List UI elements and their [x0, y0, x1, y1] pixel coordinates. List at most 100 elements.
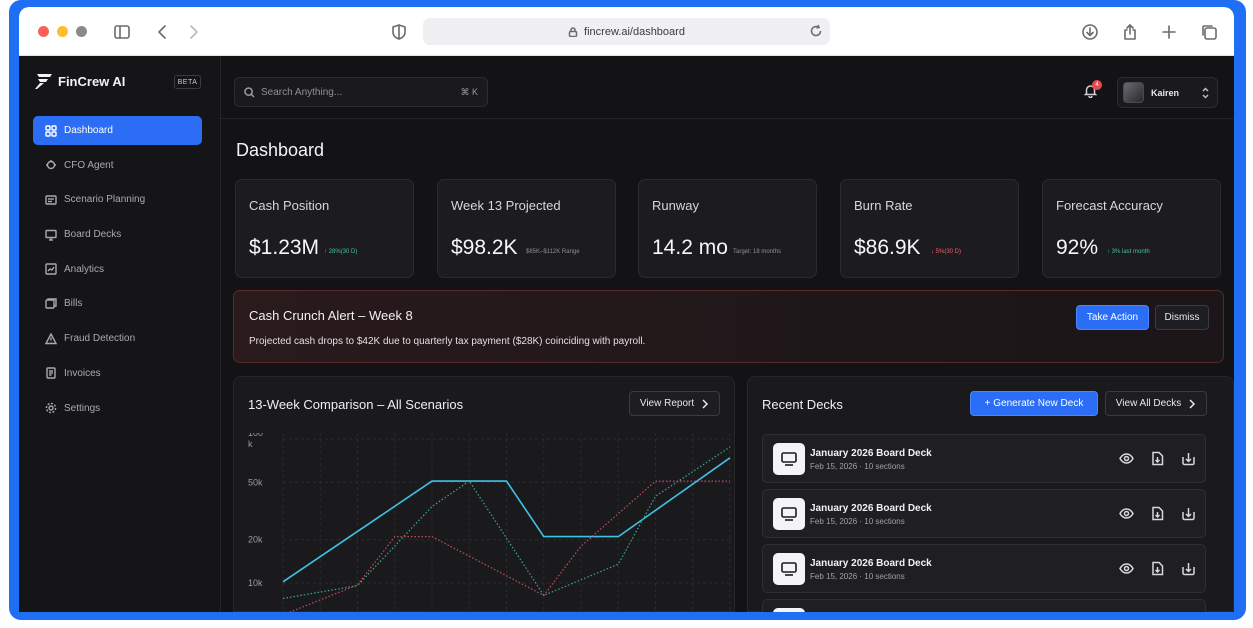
presentation-icon: [781, 452, 797, 466]
top-bar: ⌘ K 4 Kairen: [221, 56, 1234, 119]
search-box[interactable]: ⌘ K: [234, 77, 488, 107]
view-report-label: View Report: [639, 398, 695, 409]
download-file-icon[interactable]: [1150, 561, 1166, 577]
eye-icon[interactable]: [1119, 561, 1135, 577]
sidebar-item-label: Dashboard: [64, 125, 113, 136]
invoice-icon: [46, 367, 56, 380]
new-tab-icon[interactable]: [1158, 21, 1180, 43]
series-line-1: [282, 457, 731, 583]
series-line-3: [288, 480, 730, 612]
brand-logo[interactable]: FinCrew AI: [34, 73, 125, 89]
sidebar: FinCrew AI BETA Dashboard CFO Agent Scen…: [19, 56, 221, 612]
deck-list-item[interactable]: January 2026 Board Deck Feb 15, 2026 · 1…: [762, 489, 1206, 538]
share-deck-icon[interactable]: [1181, 561, 1197, 577]
take-action-button[interactable]: Take Action: [1076, 305, 1149, 330]
reload-icon[interactable]: [808, 23, 824, 39]
stat-card-week13-projected: Week 13 Projected $98.2K $85K–$112K Rang…: [437, 179, 616, 278]
minimize-window-button[interactable]: [57, 26, 68, 37]
deck-name: January 2026 Board Deck: [810, 503, 932, 514]
deck-thumbnail: [773, 608, 805, 612]
download-file-icon[interactable]: [1150, 506, 1166, 522]
deck-meta: Feb 15, 2026 · 10 sections: [810, 462, 905, 471]
browser-toolbar: fincrew.ai/dashboard: [19, 7, 1234, 56]
grid-icon: [45, 124, 57, 137]
sidebar-item-label: Scenario Planning: [64, 194, 146, 206]
zoom-window-button[interactable]: [76, 26, 87, 37]
planning-icon: [45, 195, 57, 205]
y-tick-label: 20k: [248, 535, 263, 545]
view-all-decks-button[interactable]: View All Decks: [1105, 391, 1207, 416]
sidebar-nav: Dashboard CFO Agent Scenario Planning Bo…: [33, 116, 202, 428]
lock-icon: [568, 26, 578, 37]
stat-value: 14.2 mo: [652, 236, 728, 259]
page-title: Dashboard: [236, 140, 325, 160]
sidebar-item-fraud-detection[interactable]: Fraud Detection: [33, 324, 202, 353]
recent-decks-title: Recent Decks: [762, 397, 843, 412]
deck-list-item[interactable]: January 2026 Board Deck Feb 15, 2026 · 1…: [762, 434, 1206, 483]
eye-icon[interactable]: [1119, 451, 1135, 467]
deck-list-item[interactable]: [762, 599, 1206, 612]
sidebar-item-invoices[interactable]: Invoices: [33, 359, 202, 388]
view-all-decks-label: View All Decks: [1115, 398, 1182, 409]
sidebar-item-label: Board Decks: [64, 229, 122, 241]
stat-card-forecast-accuracy: Forecast Accuracy 92% ↑ 3% last month: [1042, 179, 1221, 278]
privacy-shield-icon[interactable]: [388, 21, 410, 43]
sidebar-item-bills[interactable]: Bills: [33, 289, 202, 318]
deck-thumbnail: [773, 498, 805, 530]
share-deck-icon[interactable]: [1181, 451, 1197, 467]
download-icon[interactable]: [1079, 21, 1101, 43]
cash-crunch-alert: Cash Crunch Alert – Week 8 Projected cas…: [233, 290, 1224, 363]
sidebar-item-label: Settings: [64, 402, 101, 414]
comparison-title: 13-Week Comparison – All Scenarios: [248, 397, 464, 412]
sidebar-item-settings[interactable]: Settings: [33, 394, 202, 423]
sidebar-item-label: Invoices: [64, 367, 101, 379]
sidebar-item-label: CFO Agent: [64, 159, 114, 171]
y-tick-label: 100: [248, 433, 263, 438]
sidebar-item-label: Fraud Detection: [64, 333, 136, 345]
generate-new-deck-button[interactable]: + Generate New Deck: [970, 391, 1098, 416]
y-tick-label: 50k: [248, 477, 263, 487]
sidebar-item-scenario-planning[interactable]: Scenario Planning: [33, 185, 202, 214]
stat-card-burn-rate: Burn Rate $86.9K ↓ 5%(30 D): [840, 179, 1019, 278]
download-file-icon[interactable]: [1150, 451, 1166, 467]
stat-label: Burn Rate: [854, 198, 913, 213]
deck-list-item[interactable]: January 2026 Board Deck Feb 15, 2026 · 1…: [762, 544, 1206, 593]
alert-message: Projected cash drops to $42K due to quar…: [249, 336, 646, 347]
search-input[interactable]: [261, 86, 441, 98]
presentation-icon: [781, 507, 797, 521]
tab-overview-icon[interactable]: [1198, 21, 1220, 43]
eye-icon[interactable]: [1119, 506, 1135, 522]
share-deck-icon[interactable]: [1181, 506, 1197, 522]
close-window-button[interactable]: [38, 26, 49, 37]
search-icon: [244, 86, 255, 98]
view-report-button[interactable]: View Report: [629, 391, 720, 416]
stat-label: Forecast Accuracy: [1056, 198, 1163, 213]
sidebar-item-dashboard[interactable]: Dashboard: [33, 116, 202, 145]
sidebar-toggle-icon[interactable]: [111, 21, 133, 43]
fincrew-logo-icon: [35, 74, 52, 89]
notifications-button[interactable]: 4: [1083, 80, 1102, 101]
sidebar-item-board-decks[interactable]: Board Decks: [33, 220, 202, 249]
stat-value: $86.9K: [854, 236, 921, 259]
search-shortcut: ⌘ K: [460, 87, 478, 97]
stat-change: ↓ 5%(30 D): [931, 249, 962, 255]
stat-label: Cash Position: [249, 198, 330, 213]
user-menu[interactable]: Kairen: [1117, 77, 1218, 108]
back-icon[interactable]: [152, 21, 174, 43]
forward-icon[interactable]: [182, 21, 204, 43]
sidebar-item-label: Bills: [64, 298, 83, 310]
sidebar-item-cfo-agent[interactable]: CFO Agent: [33, 151, 202, 180]
stat-label: Runway: [652, 198, 699, 213]
sidebar-item-analytics[interactable]: Analytics: [33, 255, 202, 284]
address-bar[interactable]: fincrew.ai/dashboard: [423, 18, 830, 45]
deck-name: January 2026 Board Deck: [810, 558, 932, 569]
avatar: [1123, 82, 1144, 103]
series-line-2: [282, 446, 731, 600]
stat-value: $98.2K: [451, 236, 518, 259]
share-icon[interactable]: [1119, 21, 1141, 43]
y-tick-label: k: [248, 439, 253, 449]
dismiss-button[interactable]: Dismiss: [1155, 305, 1209, 330]
chevron-right-icon: [702, 398, 709, 409]
stat-value: $1.23M: [249, 236, 320, 259]
